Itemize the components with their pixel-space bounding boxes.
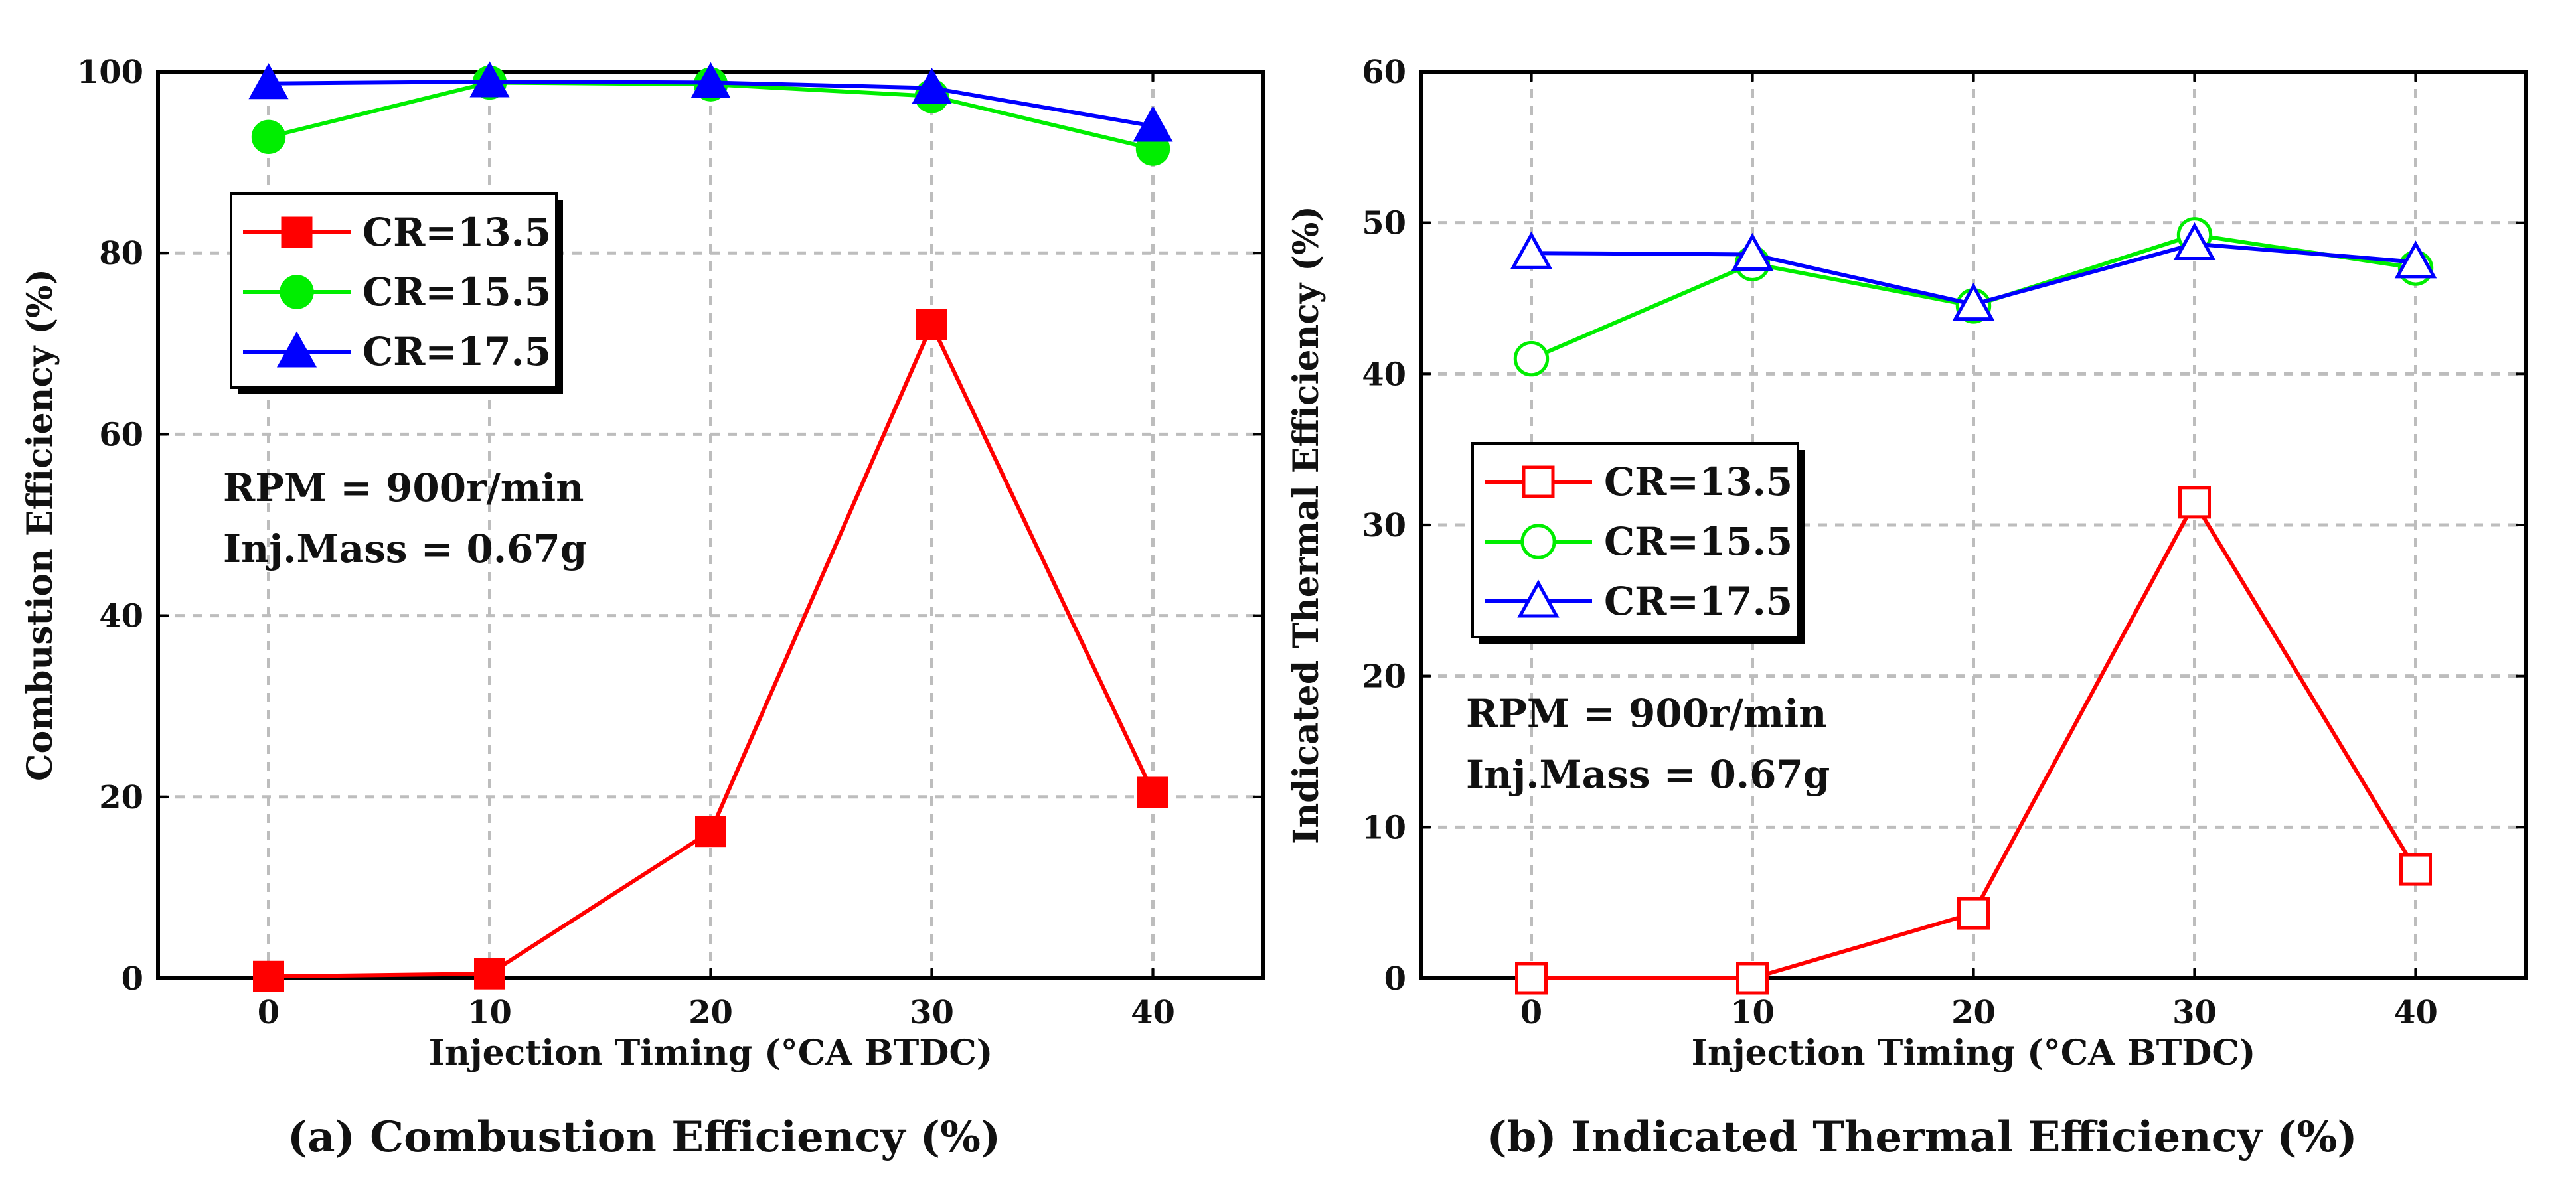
data-point-CR=13.5: [474, 958, 505, 990]
legend-label-CR=15.5: CR=15.5: [362, 269, 551, 315]
legend-marker-CR=13.5: [1522, 465, 1555, 498]
annotation-text: Inj.Mass = 0.67g: [1466, 752, 1830, 797]
y-tick-label: 30: [1362, 507, 1406, 544]
data-point-CR=17.5: [1952, 282, 1995, 321]
annotation-text: Inj.Mass = 0.67g: [223, 526, 587, 571]
x-tick-label: 30: [2172, 994, 2217, 1031]
x-tick-label: 10: [1730, 994, 1775, 1031]
legend-marker-CR=13.5: [281, 216, 313, 248]
y-tick-label: 40: [99, 598, 143, 635]
data-point-CR=17.5: [2394, 240, 2437, 279]
plot-frame: [1419, 70, 2528, 980]
data-point-CR=13.5: [916, 309, 947, 340]
y-tick-label: 0: [1384, 960, 1406, 997]
y-tick-label: 0: [121, 960, 143, 997]
x-tick-label: 30: [910, 994, 954, 1031]
data-point-CR=15.5: [251, 119, 286, 155]
x-tick-label: 0: [1520, 994, 1542, 1031]
annotation-text: RPM = 900r/min: [1466, 691, 1826, 736]
data-point-CR=13.5: [253, 960, 284, 992]
data-point-CR=17.5: [248, 63, 289, 100]
data-point-CR=13.5: [695, 816, 726, 848]
x-tick-label: 10: [467, 994, 512, 1031]
panel-caption: (a) Combustion Efficiency (%): [287, 1112, 1001, 1162]
y-tick-label: 40: [1362, 356, 1406, 393]
legend-marker-CR=17.5: [1517, 579, 1560, 618]
y-tick-label: 60: [1362, 54, 1406, 91]
panel-caption: (b) Indicated Thermal Efficiency (%): [1487, 1112, 2357, 1162]
y-tick-label: 20: [1362, 658, 1406, 696]
data-point-CR=17.5: [2173, 222, 2216, 261]
panel-a: 0 10 20 30 40 0 20 40 60 80 100 Injection Timing (°…: [20, 54, 1265, 1162]
data-point-CR=17.5: [1510, 231, 1553, 269]
data-point-CR=13.5: [1137, 776, 1168, 808]
legend-marker-CR=15.5: [1520, 524, 1556, 559]
x-tick-label: 40: [2393, 994, 2438, 1031]
data-point-CR=17.5: [469, 61, 510, 98]
data-point-CR=17.5: [1731, 232, 1774, 271]
data-point-CR=15.5: [1513, 340, 1550, 377]
legend-marker-CR=17.5: [276, 331, 317, 368]
y-tick-label: 100: [77, 54, 143, 91]
x-axis-label: Injection Timing (°CA BTDC): [1692, 1033, 2256, 1073]
annotation-text: RPM = 900r/min: [223, 465, 584, 510]
legend-label-CR=13.5: CR=13.5: [362, 210, 551, 255]
data-point-CR=17.5: [912, 67, 952, 104]
legend-label-CR=13.5: CR=13.5: [1604, 459, 1793, 504]
data-point-CR=13.5: [2399, 853, 2432, 886]
y-tick-label: 20: [99, 779, 143, 816]
x-tick-label: 20: [688, 994, 733, 1031]
y-tick-label: 10: [1362, 809, 1406, 846]
legend-marker-CR=15.5: [280, 275, 314, 309]
legend-label-CR=15.5: CR=15.5: [1604, 519, 1793, 564]
y-tick-label: 50: [1362, 205, 1406, 242]
y-axis-label: Indicated Thermal Efficiency (%): [1286, 206, 1327, 844]
data-point-CR=13.5: [1736, 962, 1769, 995]
x-axis-label: Injection Timing (°CA BTDC): [429, 1033, 993, 1073]
y-tick-label: 60: [99, 416, 143, 453]
panel-b: 0 10 20 30 40 0 10 20 30 40 50 60 Injection Timing (…: [1286, 54, 2528, 1162]
data-point-CR=13.5: [1957, 897, 1990, 930]
data-point-CR=17.5: [1133, 106, 1173, 142]
x-tick-label: 40: [1131, 994, 1175, 1031]
data-point-CR=17.5: [690, 62, 731, 98]
data-point-CR=13.5: [1515, 962, 1548, 995]
x-tick-label: 20: [1951, 994, 1996, 1031]
y-axis-label: Combustion Efficiency (%): [20, 269, 60, 781]
legend-label-CR=17.5: CR=17.5: [1604, 579, 1793, 624]
y-tick-label: 80: [99, 235, 143, 272]
x-tick-label: 0: [258, 994, 280, 1031]
data-point-CR=13.5: [2178, 486, 2211, 519]
legend-label-CR=17.5: CR=17.5: [362, 329, 551, 374]
